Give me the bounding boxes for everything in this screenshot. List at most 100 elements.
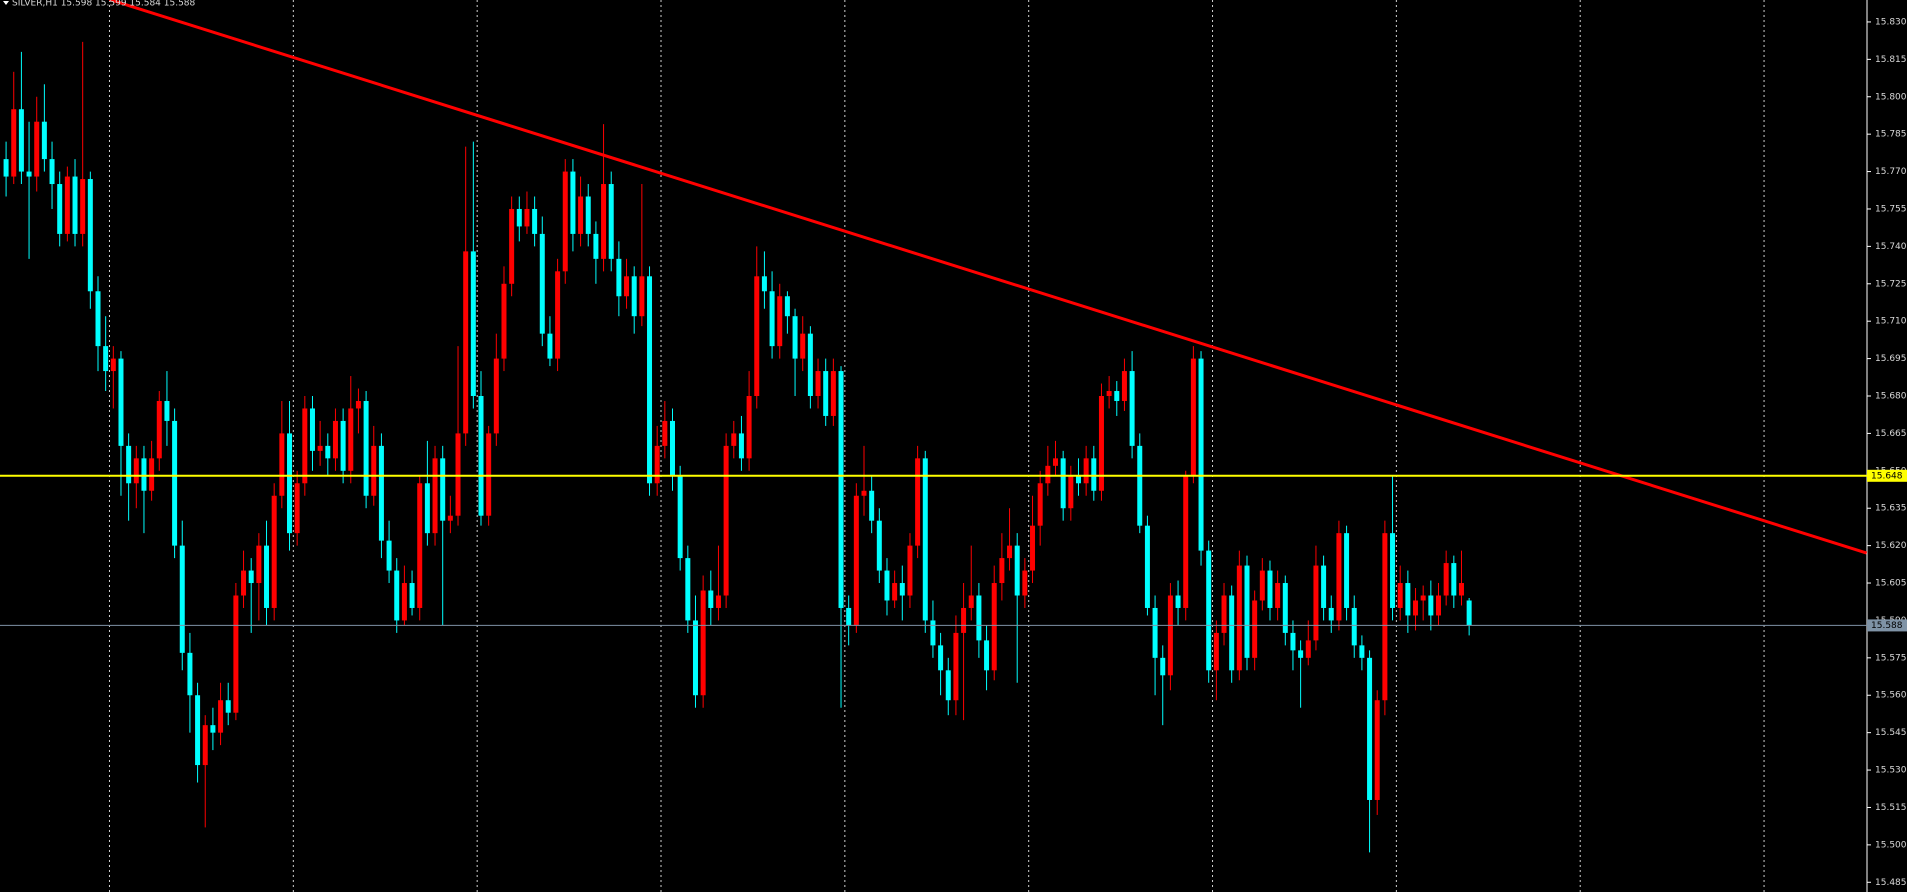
candle-body (692, 620, 698, 696)
candle-body (1022, 570, 1028, 596)
candle-body (1167, 595, 1173, 676)
candle-body (608, 184, 614, 259)
candle-body (447, 515, 453, 521)
candle-body (1374, 700, 1380, 800)
candle-body (1114, 391, 1120, 401)
candle-body (578, 196, 584, 234)
candle-body (738, 433, 744, 459)
candle-body (677, 475, 683, 559)
candle-body (1344, 533, 1350, 608)
y-tick-label: 15.725 (1875, 279, 1907, 289)
candle-body (1060, 458, 1066, 509)
candle-body (961, 607, 967, 633)
candle-body (547, 333, 553, 359)
price-tag-label: 15.648 (1871, 471, 1903, 481)
candle-body (133, 458, 139, 484)
candle-body (899, 583, 905, 596)
candle-body (501, 283, 507, 359)
y-tick-label: 15.605 (1875, 579, 1907, 589)
candle-body (1121, 371, 1127, 401)
candle-body (1367, 657, 1373, 800)
candle-body (386, 540, 392, 571)
y-tick-label: 15.635 (1875, 504, 1907, 514)
candle-body (118, 358, 124, 446)
candle-body (1313, 565, 1319, 641)
candle-body (1267, 570, 1273, 608)
candle-body (815, 371, 821, 397)
candle-body (823, 371, 829, 416)
candle-body (539, 233, 545, 334)
candle-body (394, 570, 400, 621)
candle-body (1443, 563, 1449, 596)
candle-body (1397, 583, 1403, 608)
candle-body (784, 296, 790, 317)
candle-body (64, 176, 70, 234)
candle-body (1351, 607, 1357, 646)
candle-body (241, 570, 247, 596)
candle-body (478, 396, 484, 516)
candle-body (486, 433, 492, 516)
candle-body (1213, 632, 1219, 671)
candle-body (126, 445, 132, 484)
candle-body (861, 490, 867, 496)
candle-body (57, 184, 63, 234)
candle-body (1275, 583, 1281, 608)
candle-body (432, 458, 438, 534)
candle-body (1244, 565, 1250, 658)
candle-body (1298, 650, 1304, 658)
candle-body (1458, 583, 1464, 596)
y-tick-label: 15.665 (1875, 429, 1907, 439)
candle-body (984, 640, 990, 671)
candle-body (1106, 391, 1112, 397)
candle-body (754, 276, 760, 397)
candle-body (601, 184, 607, 259)
candle-body (1405, 583, 1411, 616)
candle-body (1420, 595, 1426, 601)
candle-body (309, 408, 315, 451)
trendline (109, 0, 1868, 555)
candle-body (164, 400, 170, 421)
candle-body (1190, 358, 1196, 476)
candle-body (838, 371, 844, 608)
candle-body (18, 109, 24, 172)
candle-body (876, 520, 882, 571)
candle-body (11, 109, 17, 177)
candle-body (907, 545, 913, 596)
candle-body (761, 276, 767, 292)
candle-body (302, 408, 308, 484)
candle-body (1336, 533, 1342, 621)
candle-body (87, 179, 93, 292)
candle-body (685, 558, 691, 621)
candle-body (26, 171, 32, 177)
candle-body (179, 545, 185, 653)
candle-body (1007, 545, 1013, 559)
y-tick-label: 15.830 (1875, 17, 1907, 27)
candle-body (769, 291, 775, 347)
candle-body (524, 208, 530, 227)
y-tick-label: 15.800 (1875, 92, 1907, 102)
candle-body (715, 595, 721, 608)
candle-body (440, 458, 446, 521)
candle-body (363, 400, 369, 496)
candle-body (1428, 595, 1434, 616)
y-tick-label: 15.680 (1875, 392, 1907, 402)
chart-title: SILVER,H1 15.598 15.599 15.584 15.588 (12, 0, 196, 9)
y-tick-label: 15.560 (1875, 691, 1907, 701)
candle-body (884, 570, 890, 601)
candle-body (1382, 533, 1388, 701)
candle-body (1413, 600, 1419, 616)
candle-body (1037, 483, 1043, 526)
candle-body (1091, 458, 1097, 491)
candle-body (930, 620, 936, 646)
candle-body (1206, 550, 1212, 671)
candle-body (631, 276, 637, 317)
candle-body (271, 495, 277, 608)
candle-body (202, 725, 208, 766)
candle-body (1236, 565, 1242, 671)
price-tag (1867, 469, 1907, 482)
candle-body (287, 433, 292, 534)
candle-body (378, 445, 384, 541)
candle-body (1390, 533, 1396, 608)
y-tick-label: 15.545 (1875, 728, 1907, 738)
candle-body (1229, 595, 1235, 671)
